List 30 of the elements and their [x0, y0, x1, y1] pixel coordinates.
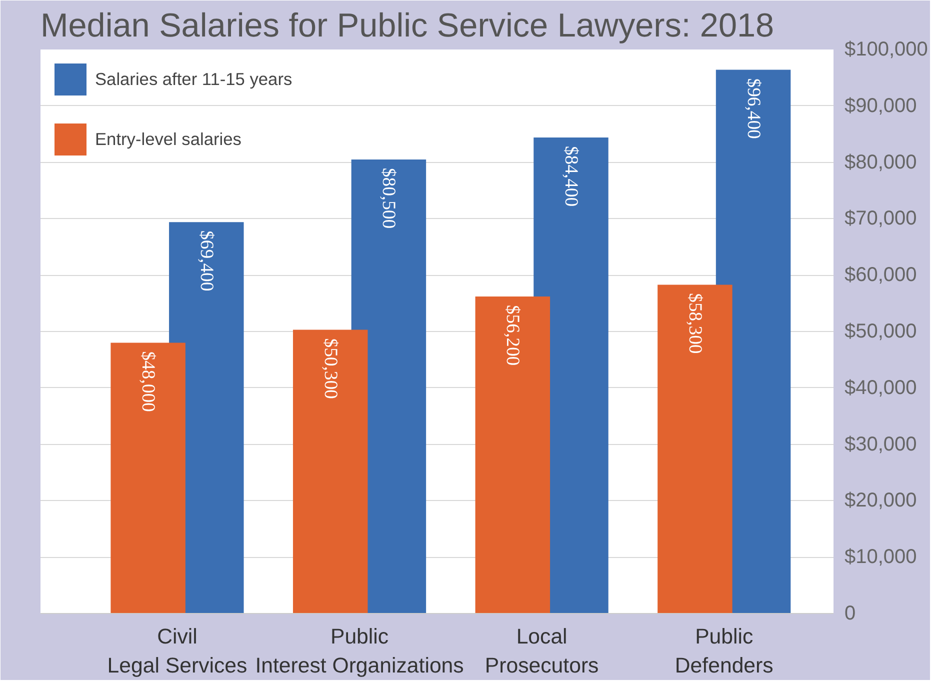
data-label: $58,300: [684, 293, 706, 354]
legend-label: Salaries after 11-15 years: [95, 68, 292, 90]
data-label: $50,300: [320, 338, 341, 399]
bar: [658, 284, 732, 614]
y-tick-label: $20,000: [844, 490, 917, 512]
data-label: $96,400: [742, 78, 764, 139]
data-label: $69,400: [196, 230, 217, 292]
x-tick-label: Civil Legal Services: [107, 624, 248, 678]
chart-title: Median Salaries for Public Service Lawyers: 2018: [40, 8, 774, 44]
bar: [110, 342, 186, 614]
x-tick-label: Local Prosecutors: [484, 624, 599, 678]
bar: [475, 296, 550, 614]
legend-label: Entry-level salaries: [95, 128, 242, 150]
data-label: $56,200: [502, 304, 524, 366]
data-label: $48,000: [138, 351, 159, 412]
y-tick-label: $90,000: [844, 94, 917, 117]
y-tick-label: $70,000: [844, 208, 917, 230]
data-label: $80,500: [378, 168, 400, 229]
bar: [292, 330, 368, 614]
x-tick-label: Public Defenders: [674, 624, 774, 678]
y-tick-label: $50,000: [844, 320, 917, 342]
data-label: $84,400: [560, 146, 582, 207]
y-tick-label: $30,000: [844, 433, 917, 456]
y-tick-label: $60,000: [844, 264, 917, 286]
y-tick-label: $80,000: [844, 151, 917, 174]
y-tick-label: 0: [844, 602, 856, 624]
y-tick-label: $100,000: [844, 38, 928, 60]
x-tick-label: Public Interest Organizations: [255, 624, 464, 678]
y-tick-label: $10,000: [844, 546, 917, 568]
y-tick-label: $40,000: [844, 376, 917, 399]
